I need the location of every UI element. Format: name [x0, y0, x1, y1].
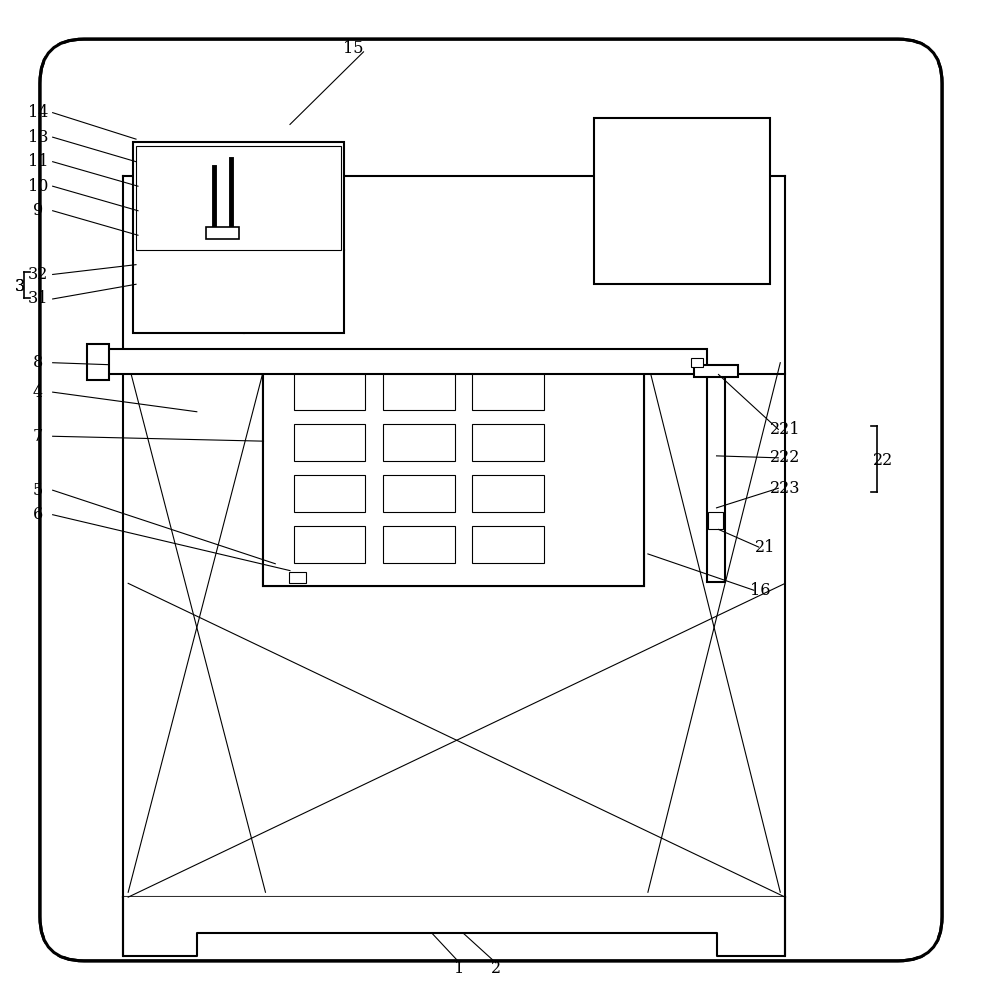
Bar: [472, 374, 544, 410]
Bar: [472, 424, 544, 461]
Bar: [55, 171, 124, 897]
Text: 222: 222: [770, 449, 800, 466]
Text: 15: 15: [344, 40, 364, 57]
Text: 11: 11: [27, 153, 48, 170]
Text: 10: 10: [27, 178, 48, 195]
Text: 21: 21: [755, 539, 776, 556]
Bar: [99, 349, 707, 374]
Bar: [472, 526, 544, 563]
Text: 6: 6: [32, 506, 43, 523]
Text: 32: 32: [27, 266, 48, 283]
Bar: [383, 424, 455, 461]
Text: 3: 3: [15, 278, 26, 295]
Bar: [707, 374, 726, 582]
Bar: [383, 374, 455, 410]
Text: 4: 4: [32, 384, 43, 401]
Bar: [694, 365, 738, 377]
Bar: [99, 349, 707, 374]
Bar: [263, 369, 644, 586]
Bar: [289, 572, 305, 583]
Bar: [294, 424, 365, 461]
Text: 31: 31: [27, 290, 48, 307]
Bar: [124, 171, 844, 897]
Bar: [691, 358, 703, 367]
Bar: [294, 374, 365, 410]
Text: 16: 16: [750, 582, 771, 599]
Text: 8: 8: [32, 354, 43, 371]
Bar: [263, 369, 644, 586]
Text: 5: 5: [32, 482, 43, 499]
Text: 14: 14: [27, 104, 48, 121]
Bar: [136, 146, 341, 250]
Bar: [136, 146, 341, 250]
Text: 22: 22: [873, 452, 894, 469]
Bar: [472, 475, 544, 512]
Text: 2: 2: [491, 960, 501, 977]
Bar: [87, 344, 109, 380]
Text: 3: 3: [15, 278, 26, 295]
FancyBboxPatch shape: [40, 39, 942, 961]
Text: 13: 13: [27, 129, 48, 146]
Bar: [263, 569, 644, 586]
Bar: [263, 369, 644, 386]
Text: 7: 7: [32, 428, 43, 445]
Bar: [383, 526, 455, 563]
Bar: [624, 369, 644, 586]
Bar: [196, 897, 717, 956]
Text: 9: 9: [32, 202, 43, 219]
Text: 223: 223: [770, 480, 800, 497]
Bar: [786, 171, 912, 897]
Bar: [707, 374, 726, 582]
Bar: [383, 475, 455, 512]
Polygon shape: [124, 897, 786, 956]
Bar: [708, 512, 724, 529]
Bar: [294, 475, 365, 512]
Bar: [263, 369, 284, 586]
Bar: [124, 829, 844, 897]
Text: 221: 221: [770, 421, 800, 438]
Bar: [205, 227, 239, 239]
Bar: [134, 142, 344, 333]
Bar: [594, 118, 771, 284]
Bar: [55, 49, 912, 176]
Text: 1: 1: [455, 960, 464, 977]
Bar: [294, 526, 365, 563]
